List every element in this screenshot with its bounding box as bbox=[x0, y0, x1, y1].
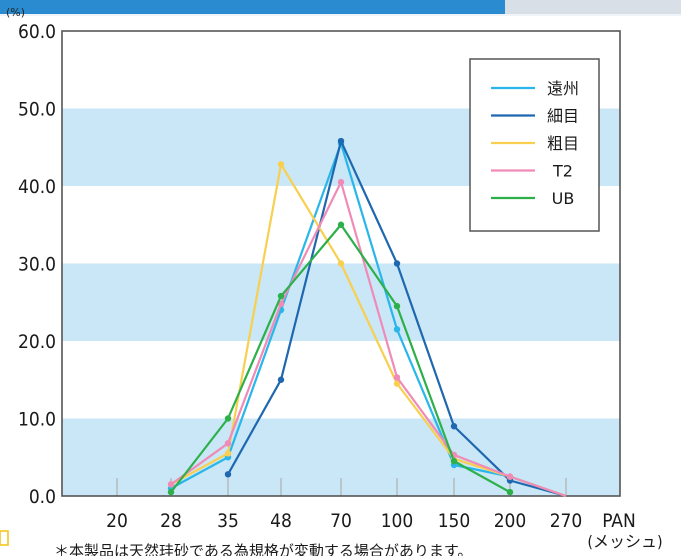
data-point bbox=[224, 415, 232, 422]
data-point bbox=[167, 481, 175, 488]
legend-label: 遠州 bbox=[547, 79, 579, 98]
x-tick-label: 48 bbox=[270, 510, 292, 532]
data-point bbox=[224, 450, 232, 457]
x-tick-label: 28 bbox=[160, 510, 182, 532]
y-tick-label: 30.0 bbox=[18, 254, 56, 276]
data-point bbox=[450, 457, 458, 465]
data-point bbox=[277, 292, 285, 300]
y-tick-label: 20.0 bbox=[18, 331, 56, 353]
y-tick-label: 60.0 bbox=[18, 21, 56, 43]
plot-frame bbox=[61, 30, 621, 497]
x-tick-label: 70 bbox=[330, 510, 352, 532]
data-point bbox=[450, 423, 458, 430]
x-tick-label: 270 bbox=[550, 510, 583, 532]
legend-label: 細目 bbox=[547, 107, 579, 126]
data-point bbox=[337, 178, 345, 186]
series-layer bbox=[167, 137, 567, 498]
y-axis: 0.0 10.0 20.0 30.0 40.0 50.0 60.0 bbox=[18, 21, 56, 508]
y-tick-label: 40.0 bbox=[18, 176, 56, 198]
data-point bbox=[224, 440, 232, 447]
data-point bbox=[506, 473, 514, 480]
legend-label: 粗目 bbox=[547, 134, 579, 153]
x-tick-label-pan: PAN bbox=[602, 510, 636, 532]
y-tick-label: 0.0 bbox=[29, 486, 56, 508]
data-point bbox=[277, 376, 285, 383]
legend-label: UB bbox=[552, 189, 575, 208]
header-banner bbox=[0, 0, 681, 16]
y-axis-unit-label: (%) bbox=[6, 6, 25, 19]
data-point bbox=[337, 260, 345, 267]
data-point bbox=[393, 380, 401, 387]
legend-box bbox=[469, 58, 600, 232]
background-band bbox=[62, 263, 620, 341]
x-axis: 20 28 35 48 70 100 150 200 270 bbox=[106, 510, 582, 532]
legend-label: T2 bbox=[552, 162, 573, 181]
data-point bbox=[224, 471, 232, 478]
data-point bbox=[393, 260, 401, 267]
data-point bbox=[337, 221, 345, 228]
data-point bbox=[277, 161, 285, 168]
data-point bbox=[337, 137, 345, 145]
series-line bbox=[170, 181, 567, 498]
x-tick-label: 20 bbox=[106, 510, 128, 532]
data-point bbox=[393, 326, 401, 333]
data-point bbox=[393, 302, 401, 310]
y-tick-label: 50.0 bbox=[18, 99, 56, 121]
data-point bbox=[506, 488, 514, 496]
x-tick-label: 200 bbox=[494, 510, 527, 532]
data-point bbox=[167, 488, 175, 496]
y-tick-label: 10.0 bbox=[18, 409, 56, 431]
x-axis-unit-label: (メッシュ) bbox=[587, 532, 662, 551]
footnote: ＊本製品は天然珪砂である為規格が変動する場合があります。 bbox=[54, 542, 472, 556]
x-tick-label: 35 bbox=[217, 510, 239, 532]
x-tick-label: 100 bbox=[381, 510, 414, 532]
footnote-marker bbox=[0, 530, 9, 546]
data-point bbox=[393, 374, 401, 381]
x-tick-label: 150 bbox=[438, 510, 471, 532]
